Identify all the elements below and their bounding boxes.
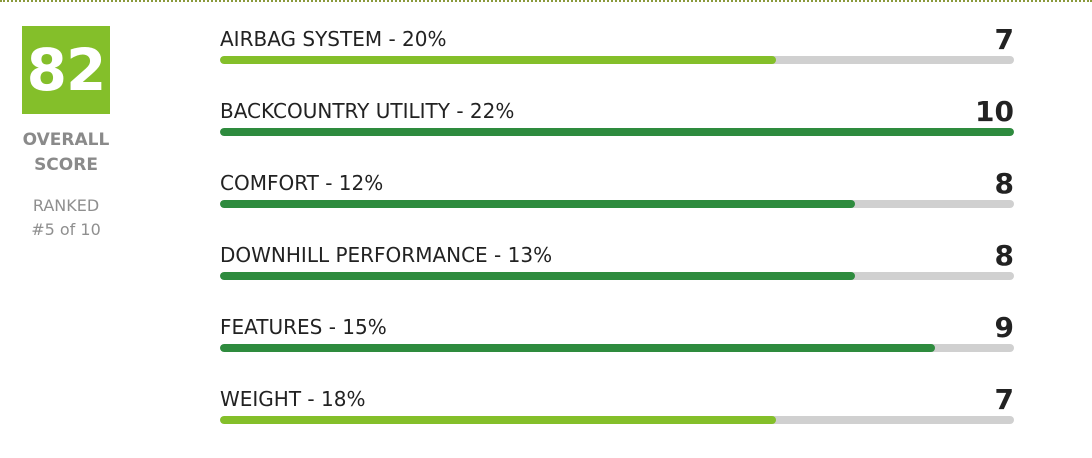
metric-bar-track: [220, 56, 1014, 64]
metric-score: 8: [994, 167, 1014, 200]
metric-row-comfort: COMFORT - 12% 8: [220, 168, 1014, 240]
rank-label: RANKED #5 of 10: [18, 194, 114, 242]
metric-row-downhill-performance: DOWNHILL PERFORMANCE - 13% 8: [220, 240, 1014, 312]
overall-score-label: OVERALL SCORE: [18, 128, 114, 178]
overall-label-line2: SCORE: [34, 155, 98, 175]
metric-bar-fill: [220, 344, 935, 352]
metric-label: BACKCOUNTRY UTILITY - 22%: [220, 99, 515, 123]
metric-bar-track: [220, 416, 1014, 424]
metric-bar-fill: [220, 200, 856, 208]
metric-label: COMFORT - 12%: [220, 171, 384, 195]
metric-row-features: FEATURES - 15% 9: [220, 312, 1014, 384]
metric-label: DOWNHILL PERFORMANCE - 13%: [220, 243, 553, 267]
metric-score: 8: [994, 239, 1014, 272]
metric-row-backcountry-utility: BACKCOUNTRY UTILITY - 22% 10: [220, 96, 1014, 168]
metric-bar-fill: [220, 272, 856, 280]
metric-bar-fill: [220, 56, 776, 64]
overall-score-card: 82 OVERALL SCORE RANKED #5 of 10: [18, 26, 114, 242]
overall-label-line1: OVERALL: [22, 130, 110, 150]
rank-label-line1: RANKED: [32, 196, 100, 215]
metric-row-airbag-system: AIRBAG SYSTEM - 20% 7: [220, 24, 1014, 96]
rank-label-line2: #5 of 10: [31, 220, 101, 239]
metric-label: WEIGHT - 18%: [220, 387, 366, 411]
metric-bar-track: [220, 200, 1014, 208]
metric-label: FEATURES - 15%: [220, 315, 387, 339]
metric-label: AIRBAG SYSTEM - 20%: [220, 27, 447, 51]
top-divider: [0, 0, 1092, 2]
metric-bar-fill: [220, 416, 776, 424]
metric-score: 10: [975, 95, 1014, 128]
metric-row-weight: WEIGHT - 18% 7: [220, 384, 1014, 456]
metric-bar-track: [220, 272, 1014, 280]
metric-bar-track: [220, 344, 1014, 352]
metric-bar-track: [220, 128, 1014, 136]
metric-score: 7: [994, 23, 1014, 56]
metric-list: AIRBAG SYSTEM - 20% 7 BACKCOUNTRY UTILIT…: [220, 24, 1014, 456]
metric-score: 9: [994, 311, 1014, 344]
metric-bar-fill: [220, 128, 1014, 136]
overall-score-badge: 82: [22, 26, 110, 114]
metric-score: 7: [994, 383, 1014, 416]
